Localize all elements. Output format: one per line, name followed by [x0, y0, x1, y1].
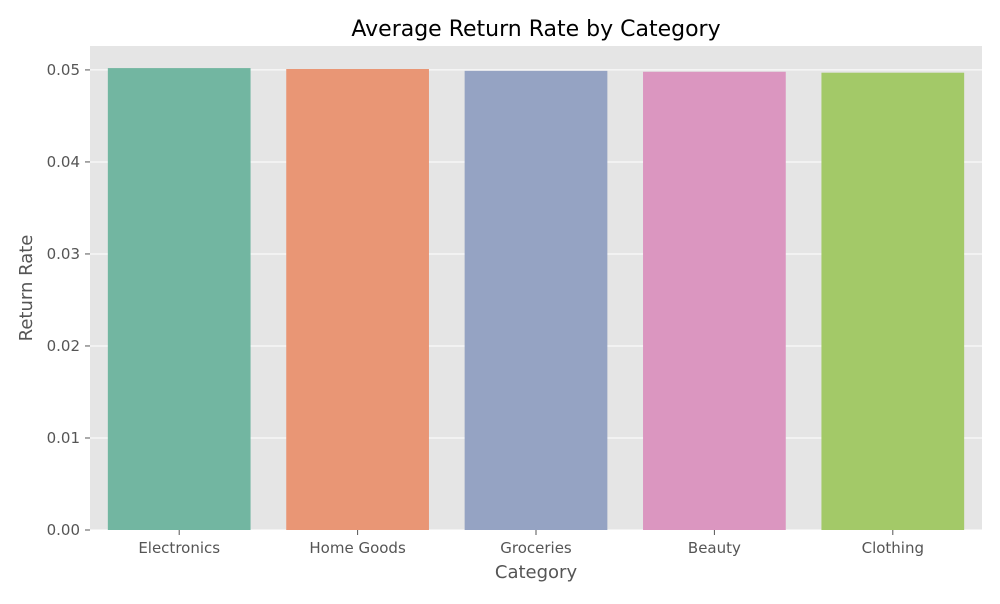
- bar-beauty: [643, 71, 786, 531]
- x-tick-label: Beauty: [688, 539, 741, 557]
- chart-title: Average Return Rate by Category: [351, 17, 720, 42]
- y-tick-label: 0.01: [47, 429, 80, 447]
- y-tick-label: 0.02: [47, 337, 80, 355]
- x-axis-label: Category: [495, 562, 578, 583]
- x-tick-label: Groceries: [500, 539, 572, 557]
- bar-clothing: [821, 72, 965, 530]
- y-tick-label: 0.05: [47, 61, 80, 79]
- y-axis-label: Return Rate: [16, 235, 37, 342]
- bar-home-goods: [286, 69, 429, 531]
- x-axis-ticks: Electronics Home Goods Groceries Beauty Clot…: [138, 530, 924, 557]
- bar-electronics: [107, 68, 251, 530]
- y-tick-label: 0.04: [47, 153, 80, 171]
- x-tick-label: Electronics: [138, 539, 220, 557]
- y-tick-label: 0.03: [47, 245, 80, 263]
- y-tick-label: 0.00: [47, 521, 80, 539]
- bar-groceries: [464, 70, 608, 530]
- y-axis-ticks: 0.00 0.01 0.02 0.03 0.04 0.05: [47, 61, 90, 539]
- bars: [107, 68, 965, 531]
- x-tick-label: Clothing: [862, 539, 924, 557]
- x-tick-label: Home Goods: [309, 539, 406, 557]
